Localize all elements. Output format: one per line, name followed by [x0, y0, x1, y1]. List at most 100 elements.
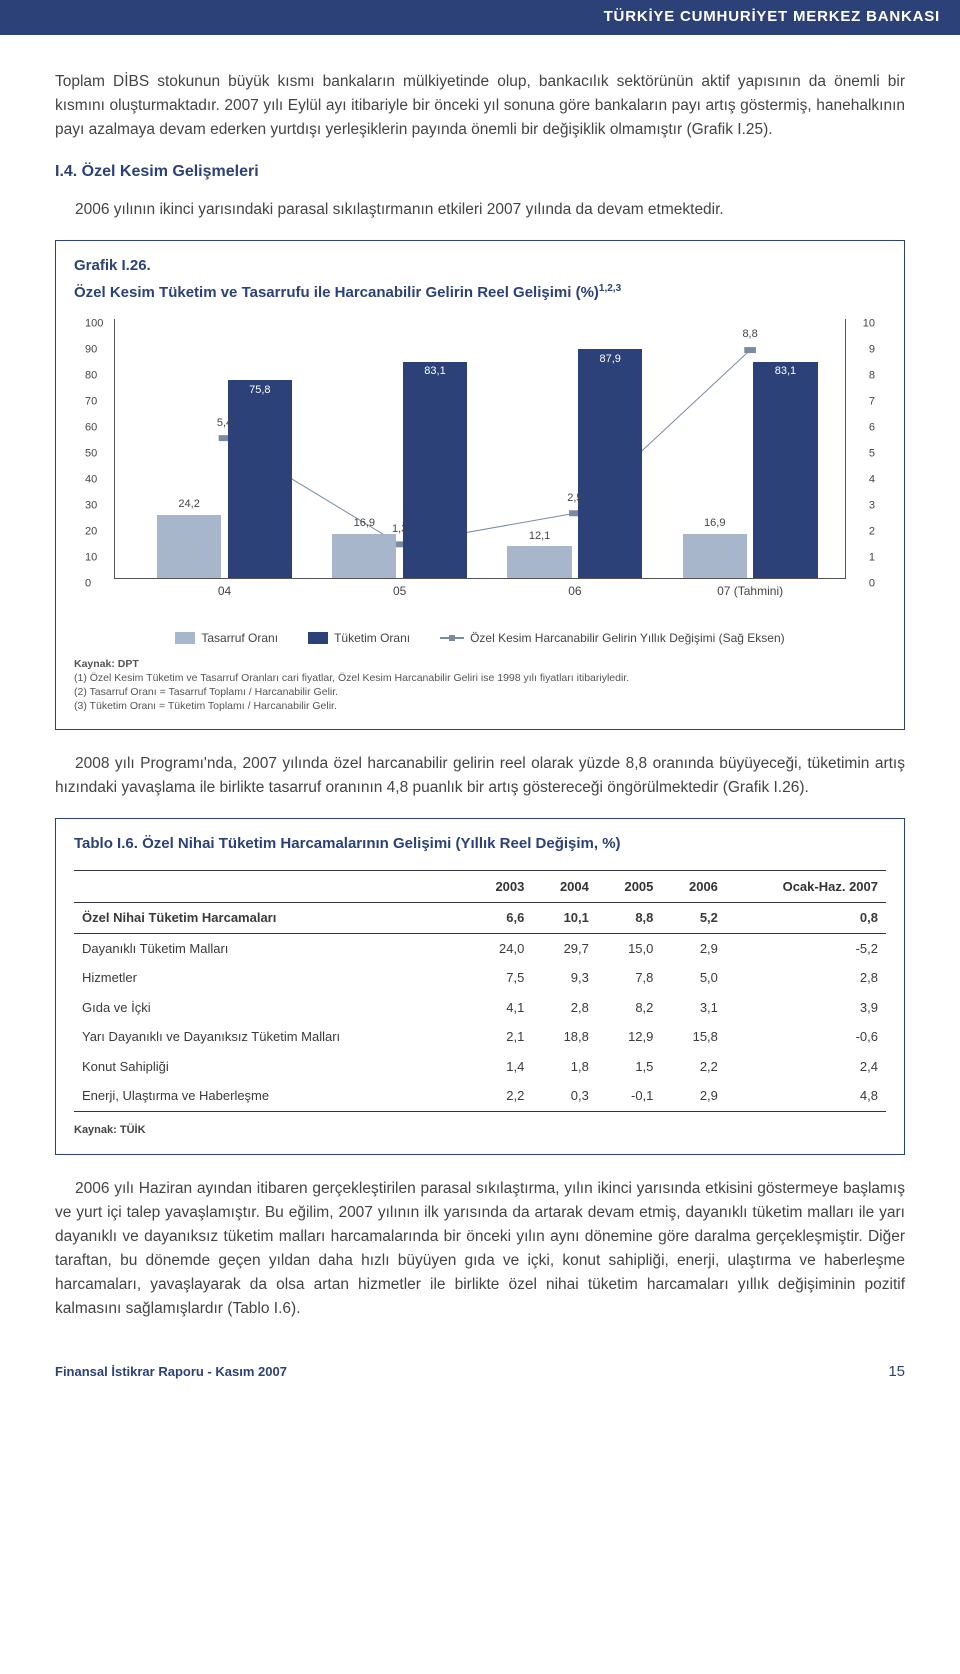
- paragraph-1: Toplam DİBS stokunun büyük kısmı bankala…: [55, 70, 905, 142]
- table-cell: Yarı Dayanıklı ve Dayanıksız Tüketim Mal…: [74, 1022, 468, 1052]
- table-row: Gıda ve İçki4,12,88,23,13,9: [74, 993, 886, 1023]
- chart-number: Grafik I.26.: [74, 255, 886, 278]
- swatch-line: [440, 632, 464, 644]
- y-left-tick: 60: [85, 419, 97, 436]
- x-tick: 06: [568, 582, 581, 600]
- table-header-cell: 2006: [661, 870, 726, 903]
- table-cell: 3,9: [726, 993, 886, 1023]
- y-right-tick: 6: [869, 419, 875, 436]
- x-tick: 04: [218, 582, 231, 600]
- y-left-tick: 20: [85, 523, 97, 540]
- bar-tuketim: [403, 362, 467, 578]
- chart-note-1: (1) Özel Kesim Tüketim ve Tasarruf Oranl…: [74, 671, 886, 685]
- y-right-tick: 2: [869, 523, 875, 540]
- line-point-label: 2,5: [545, 490, 605, 507]
- table-cell: Enerji, Ulaştırma ve Haberleşme: [74, 1081, 468, 1111]
- table-title: Tablo I.6. Özel Nihai Tüketim Harcamalar…: [74, 833, 886, 856]
- table-row: Konut Sahipliği1,41,81,52,22,4: [74, 1052, 886, 1082]
- table-cell: 5,0: [661, 963, 726, 993]
- table-row: Özel Nihai Tüketim Harcamaları6,610,18,8…: [74, 903, 886, 934]
- table-header-cell: [74, 870, 468, 903]
- table-cell: 2,9: [661, 1081, 726, 1111]
- table-cell: 0,8: [726, 903, 886, 934]
- chart-footnotes: Kaynak: DPT (1) Özel Kesim Tüketim ve Ta…: [74, 657, 886, 714]
- table-cell: 7,8: [597, 963, 662, 993]
- table-cell: 29,7: [532, 933, 597, 963]
- bar-tasarruf-label: 24,2: [159, 496, 219, 513]
- bar-tasarruf-label: 12,1: [510, 528, 570, 545]
- y-left-tick: 80: [85, 367, 97, 384]
- table-cell: 15,0: [597, 933, 662, 963]
- legend-tasarruf-label: Tasarruf Oranı: [201, 629, 278, 647]
- table-cell: 2,4: [726, 1052, 886, 1082]
- y-left-tick: 70: [85, 393, 97, 410]
- table-cell: 9,3: [532, 963, 597, 993]
- y-right-tick: 1: [869, 549, 875, 566]
- table-row: Hizmetler7,59,37,85,02,8: [74, 963, 886, 993]
- bar-tuketim-label: 75,8: [230, 382, 290, 399]
- y-right-tick: 5: [869, 445, 875, 462]
- y-left-tick: 40: [85, 471, 97, 488]
- table-cell: -0,6: [726, 1022, 886, 1052]
- y-right-tick: 4: [869, 471, 875, 488]
- footer-page: 15: [888, 1361, 905, 1384]
- table-cell: 6,6: [468, 903, 533, 934]
- table-cell: 0,3: [532, 1081, 597, 1111]
- x-tick: 05: [393, 582, 406, 600]
- table-cell: 4,1: [468, 993, 533, 1023]
- bar-tuketim: [753, 362, 817, 578]
- y-left-tick: 30: [85, 497, 97, 514]
- y-left-tick: 10: [85, 549, 97, 566]
- bar-tasarruf: [157, 515, 221, 578]
- y-right-tick: 8: [869, 367, 875, 384]
- bar-tuketim-label: 83,1: [405, 363, 465, 380]
- table-cell: 12,9: [597, 1022, 662, 1052]
- y-left-tick: 90: [85, 341, 97, 358]
- section-title: I.4. Özel Kesim Gelişmeleri: [55, 160, 905, 184]
- y-right-tick: 0: [869, 575, 875, 592]
- table-cell: Gıda ve İçki: [74, 993, 468, 1023]
- x-tick: 07 (Tahmini): [717, 582, 783, 600]
- table-cell: -0,1: [597, 1081, 662, 1111]
- table-cell: 8,8: [597, 903, 662, 934]
- chart-box: Grafik I.26. Özel Kesim Tüketim ve Tasar…: [55, 240, 905, 731]
- legend-line-label: Özel Kesim Harcanabilir Gelirin Yıllık D…: [470, 629, 785, 647]
- chart-note-3: (3) Tüketim Oranı = Tüketim Toplamı / Ha…: [74, 699, 886, 713]
- table-cell: 2,2: [661, 1052, 726, 1082]
- swatch-tasarruf: [175, 632, 195, 644]
- table-cell: 7,5: [468, 963, 533, 993]
- y-right-tick: 3: [869, 497, 875, 514]
- legend-tuketim-label: Tüketim Oranı: [334, 629, 410, 647]
- chart-source: Kaynak: DPT: [74, 657, 886, 671]
- legend-tuketim: Tüketim Oranı: [308, 629, 410, 647]
- line-point-label: 5,4: [195, 415, 255, 432]
- table-box: Tablo I.6. Özel Nihai Tüketim Harcamalar…: [55, 818, 905, 1155]
- chart-title: Özel Kesim Tüketim ve Tasarrufu ile Harc…: [74, 281, 886, 305]
- chart-title-text: Özel Kesim Tüketim ve Tasarrufu ile Harc…: [74, 284, 599, 301]
- legend-tasarruf: Tasarruf Oranı: [175, 629, 278, 647]
- table-cell: Özel Nihai Tüketim Harcamaları: [74, 903, 468, 934]
- table-cell: 2,2: [468, 1081, 533, 1111]
- bar-tuketim: [578, 349, 642, 578]
- table-cell: 2,9: [661, 933, 726, 963]
- table-cell: 1,5: [597, 1052, 662, 1082]
- footer-report: Finansal İstikrar Raporu - Kasım 2007: [55, 1362, 287, 1382]
- legend-line: Özel Kesim Harcanabilir Gelirin Yıllık D…: [440, 629, 785, 647]
- line-point-label: 8,8: [720, 326, 780, 343]
- bar-tuketim-label: 87,9: [580, 351, 640, 368]
- table-cell: 3,1: [661, 993, 726, 1023]
- table-cell: 1,8: [532, 1052, 597, 1082]
- table-cell: Konut Sahipliği: [74, 1052, 468, 1082]
- paragraph-4: 2006 yılı Haziran ayından itibaren gerçe…: [55, 1177, 905, 1321]
- table-header-cell: 2003: [468, 870, 533, 903]
- table-row: Yarı Dayanıklı ve Dayanıksız Tüketim Mal…: [74, 1022, 886, 1052]
- line-point-label: 1,3: [370, 521, 430, 538]
- chart-title-sup: 1,2,3: [599, 283, 621, 294]
- bar-tasarruf: [507, 546, 571, 577]
- y-left-tick: 100: [85, 315, 103, 332]
- table-cell: 2,1: [468, 1022, 533, 1052]
- table-cell: 2,8: [532, 993, 597, 1023]
- data-table: 2003200420052006Ocak-Haz. 2007 Özel Niha…: [74, 870, 886, 1112]
- org-header: TÜRKİYE CUMHURİYET MERKEZ BANKASI: [0, 0, 960, 35]
- table-row: Dayanıklı Tüketim Malları24,029,715,02,9…: [74, 933, 886, 963]
